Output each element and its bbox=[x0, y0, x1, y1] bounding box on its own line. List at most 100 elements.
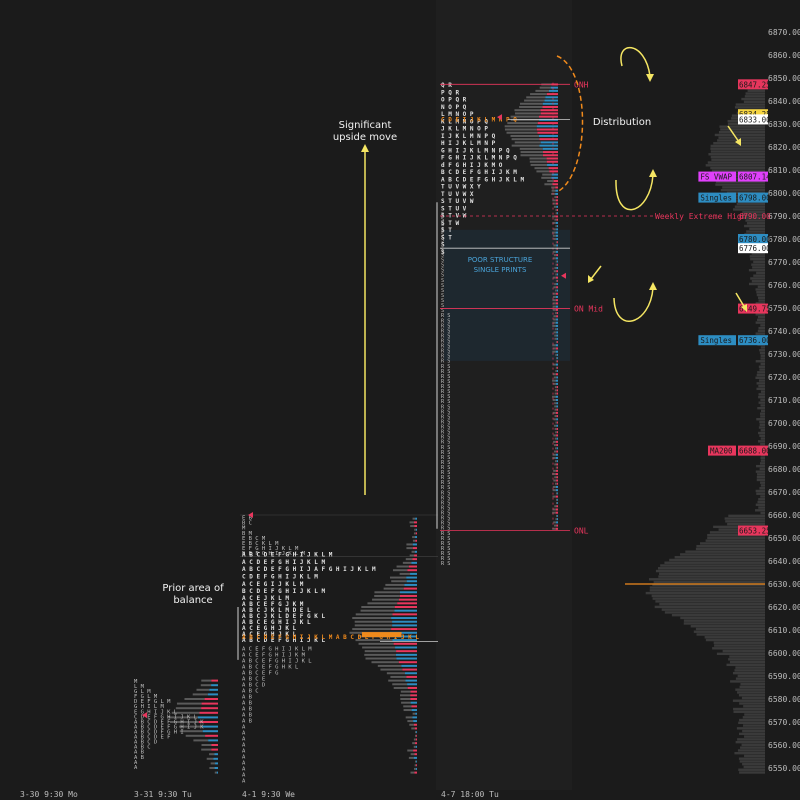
tpo-row: A B bbox=[242, 695, 253, 701]
profile-volume-bar bbox=[209, 753, 215, 756]
volume-profile-bar bbox=[748, 268, 765, 272]
profile-delta-bar bbox=[398, 661, 417, 664]
volume-profile-bar bbox=[658, 567, 765, 570]
volume-profile-bar bbox=[732, 671, 765, 675]
y-tick-label: 6650.00 bbox=[768, 534, 800, 543]
volume-profile-bar bbox=[760, 511, 765, 515]
y-tick-label: 6820.00 bbox=[768, 143, 800, 152]
profile-delta-bar bbox=[549, 170, 558, 173]
level-label: ONH bbox=[574, 80, 589, 89]
tpo-row: O P Q R bbox=[441, 97, 467, 104]
profile-delta-bar bbox=[542, 102, 558, 105]
profile-volume-bar bbox=[541, 176, 552, 179]
tpo-row: A bbox=[134, 760, 138, 766]
tpo-row: A B bbox=[242, 718, 253, 724]
profile-delta-bar bbox=[546, 157, 558, 160]
tpo-row: A B C E F G J K M bbox=[242, 601, 304, 608]
profile-volume-bar bbox=[206, 757, 214, 760]
profile-volume-bar bbox=[554, 218, 557, 221]
profile-volume-bar bbox=[552, 485, 556, 488]
tpo-day3-poc-row: A B C D E F G H I J K L M A B C D E F G … bbox=[242, 634, 419, 641]
profile-delta-bar bbox=[555, 215, 558, 218]
open-marker-triangle bbox=[497, 114, 502, 121]
profile-delta-bar bbox=[555, 473, 558, 476]
tpo-row: S T bbox=[441, 234, 452, 241]
profile-delta-bar bbox=[556, 257, 558, 260]
volume-profile-bar bbox=[725, 520, 765, 523]
profile-volume-bar bbox=[201, 679, 212, 682]
profile-volume-bar bbox=[555, 466, 558, 469]
profile-delta-bar bbox=[546, 93, 558, 96]
profile-volume-bar bbox=[552, 324, 556, 327]
volume-profile-bar bbox=[660, 564, 765, 567]
volume-profile-bar bbox=[741, 213, 765, 217]
profile-volume-bar bbox=[519, 147, 543, 150]
profile-volume-bar bbox=[553, 228, 557, 231]
profile-delta-bar bbox=[408, 565, 417, 568]
volume-profile-bar bbox=[753, 274, 765, 277]
profile-volume-bar bbox=[385, 583, 405, 586]
profile-volume-bar bbox=[552, 456, 556, 459]
tpo-row: A C E G I J K L M bbox=[242, 581, 304, 588]
volume-profile-bar bbox=[739, 771, 765, 774]
profile-volume-bar bbox=[210, 762, 216, 765]
y-tick-label: 6870.00 bbox=[768, 28, 800, 37]
volume-profile-bar bbox=[755, 302, 765, 305]
profile-volume-bar bbox=[529, 160, 547, 163]
profile-delta-bar bbox=[204, 698, 218, 700]
profile-volume-bar bbox=[411, 550, 415, 553]
volume-profile-bar bbox=[758, 296, 765, 299]
volume-profile-bar bbox=[734, 669, 765, 672]
volume-profile-bar bbox=[683, 622, 765, 625]
volume-profile-bar bbox=[760, 481, 765, 484]
tpo-row: A B bbox=[242, 712, 253, 718]
profile-delta-bar bbox=[557, 492, 558, 495]
volume-profile-bar bbox=[680, 553, 765, 556]
profile-volume-bar bbox=[412, 517, 416, 520]
tpo-row: A B C E bbox=[242, 677, 265, 683]
profile-delta-bar bbox=[415, 742, 417, 745]
tpo-day3-low: A C E J K L MA B C E F G J K MA B C J K … bbox=[242, 595, 325, 644]
y-tick-label: 6740.00 bbox=[768, 327, 800, 336]
volume-profile-bar bbox=[744, 224, 765, 228]
y-tick-label: 6560.00 bbox=[768, 741, 800, 750]
y-tick-label: 6800.00 bbox=[768, 189, 800, 198]
volume-profile-bar bbox=[758, 384, 765, 388]
tpo-row: R S bbox=[441, 460, 450, 466]
tpo-row: R S bbox=[441, 344, 450, 350]
profile-delta-bar bbox=[551, 173, 558, 176]
tpo-day3-mid: A B C D E F G H I J K L MA C D E F G H I… bbox=[242, 551, 376, 595]
profile-volume-bar bbox=[552, 453, 556, 456]
profile-delta-bar bbox=[415, 517, 417, 520]
profile-delta-bar bbox=[545, 96, 558, 99]
volume-profile-bar bbox=[652, 597, 765, 600]
volume-profile-bar bbox=[760, 484, 765, 487]
tpo-day4-top: Q RP Q RO P Q RN O P QL M N O PK L M N O… bbox=[441, 82, 524, 256]
profile-delta-bar bbox=[389, 631, 417, 634]
profile-volume-bar bbox=[555, 460, 557, 463]
tpo-row: E B C M bbox=[242, 536, 266, 542]
tpo-row: A bbox=[242, 730, 246, 736]
profile-volume-bar bbox=[553, 444, 557, 447]
price-tag-label: 6780.00 bbox=[739, 235, 771, 244]
poor-structure-box bbox=[444, 229, 570, 361]
profile-volume-bar bbox=[510, 134, 539, 137]
small-arrow-left-head bbox=[588, 275, 594, 283]
volume-profile-bar bbox=[741, 696, 765, 700]
volume-profile-bar bbox=[745, 219, 765, 222]
profile-volume-bar bbox=[552, 473, 556, 476]
profile-volume-bar bbox=[399, 572, 411, 575]
tpo-row: B C D E F G H I J K L M bbox=[242, 588, 325, 595]
profile-volume-bar bbox=[553, 270, 557, 273]
profile-volume-bar bbox=[539, 86, 551, 89]
tpo-row: A C E G H J K L bbox=[242, 631, 297, 638]
profile-delta-bar bbox=[395, 653, 417, 656]
profile-delta-bar bbox=[555, 186, 558, 189]
profile-volume-bar bbox=[555, 518, 557, 521]
profile-volume-bar bbox=[412, 536, 416, 539]
profile-volume-bar bbox=[514, 109, 541, 112]
volume-profile-bar bbox=[758, 299, 765, 302]
tpo-row: B C bbox=[242, 521, 252, 527]
profile-delta-bar bbox=[402, 668, 417, 671]
profile-volume-bar bbox=[414, 528, 416, 531]
